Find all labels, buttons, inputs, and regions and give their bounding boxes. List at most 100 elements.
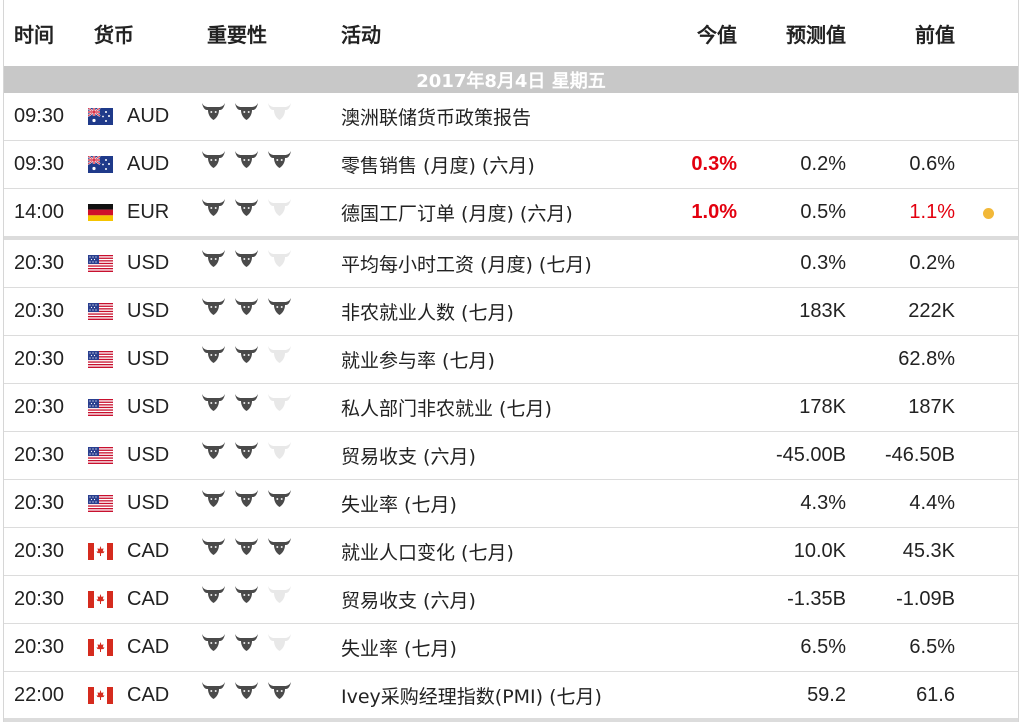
- event-title[interactable]: 平均每小时工资 (月度) (七月): [331, 238, 661, 288]
- event-forecast: 10.0K: [747, 527, 856, 576]
- event-actual: [661, 335, 747, 384]
- bull-icon: [201, 392, 226, 412]
- event-currency: CAD: [84, 527, 197, 576]
- event-row[interactable]: 22:00 CAD Ivey采购经理指数(PMI) (七月) 59.2 61.6: [4, 671, 1018, 720]
- event-actual: [661, 383, 747, 432]
- event-row[interactable]: 20:30 USD 私人部门非农就业 (七月) 178K 187K: [4, 383, 1018, 432]
- event-alert-cell: [965, 623, 1018, 672]
- event-alert-cell: [965, 431, 1018, 480]
- event-currency: AUD: [84, 93, 197, 141]
- event-currency: USD: [84, 383, 197, 432]
- event-title[interactable]: 私人部门非农就业 (七月): [331, 383, 661, 432]
- bull-icon: [267, 488, 292, 508]
- event-alert-cell: [965, 287, 1018, 336]
- event-previous: [856, 93, 965, 141]
- au-flag-icon: [88, 108, 113, 125]
- ca-flag-icon: [88, 639, 113, 656]
- event-importance: [197, 671, 331, 720]
- event-title[interactable]: 失业率 (七月): [331, 623, 661, 672]
- currency-code: USD: [127, 492, 170, 514]
- event-title[interactable]: 德国工厂订单 (月度) (六月): [331, 188, 661, 240]
- currency-code: EUR: [127, 201, 170, 223]
- event-title[interactable]: Ivey采购经理指数(PMI) (七月): [331, 671, 661, 720]
- bull-icon: [234, 296, 259, 316]
- bull-icon: [201, 248, 226, 268]
- ca-flag-icon: [88, 543, 113, 560]
- event-row[interactable]: 20:30 CAD 失业率 (七月) 6.5% 6.5%: [4, 623, 1018, 672]
- au-flag-icon: [88, 156, 113, 173]
- currency-code: AUD: [127, 153, 170, 175]
- event-time: 20:30: [4, 335, 84, 384]
- event-time: 09:30: [4, 140, 84, 189]
- event-previous: 62.8%: [856, 335, 965, 384]
- event-time: 20:30: [4, 383, 84, 432]
- event-forecast: 4.3%: [747, 479, 856, 528]
- bull-icon: [234, 248, 259, 268]
- event-row[interactable]: 20:30 USD 贸易收支 (六月) -45.00B -46.50B: [4, 431, 1018, 480]
- event-importance: [197, 623, 331, 672]
- event-actual: [661, 93, 747, 141]
- us-flag-icon: [88, 495, 113, 512]
- event-actual: [661, 479, 747, 528]
- bull-icon: [267, 296, 292, 316]
- event-time: 20:30: [4, 479, 84, 528]
- event-alert-cell: [965, 671, 1018, 720]
- currency-code: CAD: [127, 540, 170, 562]
- event-forecast: 6.5%: [747, 623, 856, 672]
- event-currency: EUR: [84, 188, 197, 240]
- event-title[interactable]: 就业参与率 (七月): [331, 335, 661, 384]
- event-row[interactable]: 20:30 USD 失业率 (七月) 4.3% 4.4%: [4, 479, 1018, 528]
- event-importance: [197, 431, 331, 480]
- event-row[interactable]: 20:30 CAD 贸易收支 (六月) -1.35B -1.09B: [4, 575, 1018, 624]
- event-forecast: 0.3%: [747, 238, 856, 288]
- event-forecast: [747, 93, 856, 141]
- bull-icon: [267, 440, 292, 460]
- bull-icon: [201, 344, 226, 364]
- event-previous: 222K: [856, 287, 965, 336]
- event-alert-cell: [965, 383, 1018, 432]
- event-previous: 0.2%: [856, 238, 965, 288]
- event-title[interactable]: 零售销售 (月度) (六月): [331, 140, 661, 189]
- bull-icon: [267, 197, 292, 217]
- us-flag-icon: [88, 351, 113, 368]
- event-title[interactable]: 贸易收支 (六月): [331, 431, 661, 480]
- event-forecast: -1.35B: [747, 575, 856, 624]
- currency-code: USD: [127, 396, 170, 418]
- header-currency: 货币: [94, 22, 134, 47]
- event-row[interactable]: 20:30 USD 平均每小时工资 (月度) (七月) 0.3% 0.2%: [4, 238, 1018, 288]
- event-alert-cell: [965, 188, 1018, 240]
- event-row[interactable]: 14:00 EUR 德国工厂订单 (月度) (六月) 1.0% 0.5% 1.1%: [4, 188, 1018, 240]
- table-bottom-border: [4, 718, 1018, 722]
- event-row[interactable]: 20:30 CAD 就业人口变化 (七月) 10.0K 45.3K: [4, 527, 1018, 576]
- event-previous: 45.3K: [856, 527, 965, 576]
- bull-icon: [267, 680, 292, 700]
- currency-code: USD: [127, 252, 170, 274]
- bull-icon: [234, 344, 259, 364]
- bull-icon: [201, 296, 226, 316]
- header-time: 时间: [14, 22, 54, 47]
- event-title[interactable]: 失业率 (七月): [331, 479, 661, 528]
- event-row[interactable]: 09:30 AUD 澳洲联储货币政策报告: [4, 93, 1018, 141]
- bull-icon: [267, 101, 292, 121]
- event-row[interactable]: 09:30 AUD 零售销售 (月度) (六月) 0.3% 0.2% 0.6%: [4, 140, 1018, 189]
- table-header-row: 时间 货币 重要性 活动 今值 预测值 前值: [4, 0, 1018, 66]
- event-row[interactable]: 20:30 USD 非农就业人数 (七月) 183K 222K: [4, 287, 1018, 336]
- event-alert-cell: [965, 527, 1018, 576]
- event-time: 20:30: [4, 527, 84, 576]
- event-alert-cell: [965, 140, 1018, 189]
- event-forecast: [747, 335, 856, 384]
- bull-icon: [201, 680, 226, 700]
- event-title[interactable]: 非农就业人数 (七月): [331, 287, 661, 336]
- alert-dot-icon[interactable]: [983, 207, 994, 219]
- event-time: 20:30: [4, 287, 84, 336]
- event-title[interactable]: 澳洲联储货币政策报告: [331, 93, 661, 141]
- us-flag-icon: [88, 255, 113, 272]
- bull-icon: [234, 536, 259, 556]
- event-title[interactable]: 就业人口变化 (七月): [331, 527, 661, 576]
- event-forecast: 183K: [747, 287, 856, 336]
- event-title[interactable]: 贸易收支 (六月): [331, 575, 661, 624]
- event-actual: [661, 623, 747, 672]
- bull-icon: [201, 488, 226, 508]
- bull-icon: [267, 344, 292, 364]
- event-row[interactable]: 20:30 USD 就业参与率 (七月) 62.8%: [4, 335, 1018, 384]
